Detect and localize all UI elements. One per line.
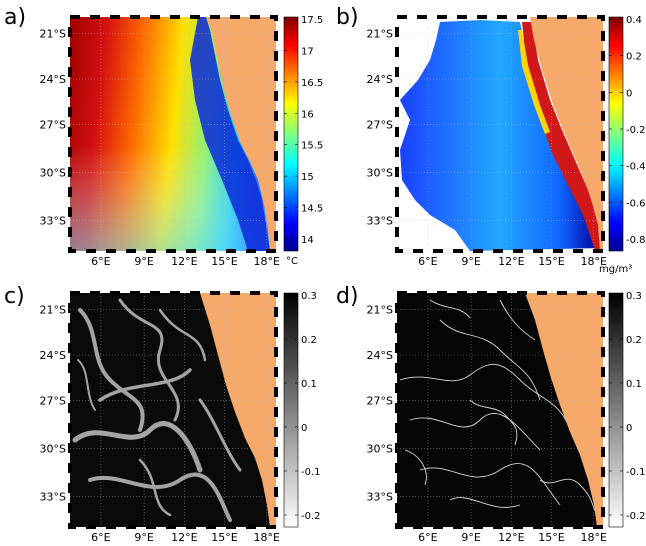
- panel-d-contours: [399, 299, 601, 521]
- panel-a-coastal-upwelling: [190, 17, 270, 251]
- panel-d-label: d): [336, 284, 359, 309]
- lon-tick-label: 12°E: [171, 255, 197, 268]
- lat-tick-label: 21°S: [40, 27, 66, 40]
- lat-tick-label: 24°S: [367, 73, 393, 86]
- colorbar-tick-label: -0.1: [626, 467, 646, 478]
- colorbar-tick-label: 0.1: [301, 379, 317, 390]
- panel-b-colorbar-unit: mg/m³: [599, 264, 632, 275]
- lon-tick-label: 9°E: [461, 255, 480, 268]
- lon-tick-label: 12°E: [498, 255, 524, 268]
- panel-c: c): [4, 284, 299, 529]
- lat-tick-label: 21°S: [40, 303, 66, 316]
- colorbar-tick-label: 17.5: [301, 15, 323, 26]
- lon-tick-label: 18°E: [254, 255, 280, 268]
- lat-tick-label: 24°S: [40, 349, 66, 362]
- colorbar-tick-label: -0.2: [301, 511, 321, 522]
- panel-d-land: [525, 293, 603, 527]
- colorbar-tick-label: 15.5: [301, 141, 323, 152]
- colorbar-tick-label: 0.2: [301, 335, 317, 346]
- panel-a-label: a): [4, 5, 26, 30]
- panel-b-chlorophyll-field: [400, 20, 600, 251]
- lon-tick-label: 9°E: [134, 255, 153, 268]
- lon-tick-label: 18°E: [581, 255, 607, 268]
- colorbar-tick-label: 0.3: [301, 291, 317, 302]
- colorbar-tick-label: 14: [301, 235, 314, 246]
- panel-d: d): [336, 284, 624, 529]
- panel-b-land: [530, 17, 603, 251]
- lon-tick-label: 12°E: [171, 531, 197, 544]
- colorbar-tick-label: 0: [626, 88, 632, 99]
- colorbar-tick-label: 16: [301, 109, 314, 120]
- panel-c-colorbar: [283, 292, 299, 528]
- lon-tick-label: 15°E: [211, 255, 237, 268]
- colorbar-tick-label: -0.2: [626, 511, 646, 522]
- lat-tick-label: 33°S: [40, 215, 66, 228]
- panel-b-label: b): [336, 5, 359, 30]
- panel-a-colorbar-unit: °C: [286, 256, 298, 267]
- generated-ticks: 21°S 24°S 27°S 30°S 33°S 6°E 9°E 12°E 15°E 18°E 17…: [40, 15, 646, 544]
- lat-tick-label: 30°S: [40, 443, 66, 456]
- colorbar-tick-label: 15: [301, 172, 314, 183]
- colorbar-tick-label: 0.1: [626, 379, 642, 390]
- lon-tick-label: 15°E: [538, 255, 564, 268]
- panel-d-colorbar: [608, 292, 624, 528]
- colorbar-tick-label: 0.2: [626, 52, 642, 63]
- colorbar-tick-label: 0: [301, 423, 307, 434]
- panel-b-coastal-band: [522, 22, 603, 250]
- colorbar-tick-label: 0.2: [626, 335, 642, 346]
- lon-tick-label: 6°E: [418, 531, 437, 544]
- lon-tick-label: 15°E: [538, 531, 564, 544]
- lon-tick-label: 9°E: [461, 531, 480, 544]
- colorbar-tick-label: -0.8: [626, 235, 646, 246]
- panel-a-land: [206, 17, 276, 251]
- colorbar-tick-label: -0.2: [626, 125, 646, 136]
- panel-c-label: c): [4, 284, 25, 309]
- colorbar-tick-label: -0.1: [301, 467, 321, 478]
- panel-a: a) °C: [4, 5, 299, 267]
- lat-tick-label: 24°S: [367, 349, 393, 362]
- colorbar-tick-label: 17: [301, 46, 314, 57]
- lat-tick-label: 33°S: [367, 215, 393, 228]
- panel-b-coastal-yellow: [518, 30, 550, 134]
- panel-d-frame: [395, 291, 605, 529]
- lon-tick-label: 6°E: [91, 255, 110, 268]
- colorbar-tick-label: -0.6: [626, 198, 646, 209]
- lat-tick-label: 30°S: [367, 443, 393, 456]
- lat-tick-label: 21°S: [367, 303, 393, 316]
- colorbar-tick-label: 16.5: [301, 78, 323, 89]
- colorbar-tick-label: -0.4: [626, 162, 646, 173]
- panel-a-colorbar: [283, 16, 299, 252]
- lat-tick-label: 24°S: [40, 73, 66, 86]
- lat-tick-label: 21°S: [367, 27, 393, 40]
- panel-b-colorbar: [608, 16, 624, 252]
- lat-tick-label: 33°S: [367, 491, 393, 504]
- colorbar-tick-label: 0.3: [626, 291, 642, 302]
- lon-tick-label: 6°E: [418, 255, 437, 268]
- lon-tick-label: 6°E: [91, 531, 110, 544]
- lon-tick-label: 15°E: [211, 531, 237, 544]
- colorbar-tick-label: 0: [626, 423, 632, 434]
- panel-c-land: [200, 293, 276, 527]
- lon-tick-label: 12°E: [498, 531, 524, 544]
- lat-tick-label: 27°S: [367, 119, 393, 132]
- lat-tick-label: 33°S: [40, 491, 66, 504]
- panel-c-filaments: [72, 298, 242, 522]
- lat-tick-label: 30°S: [367, 167, 393, 180]
- lat-tick-label: 27°S: [40, 395, 66, 408]
- lat-tick-label: 30°S: [40, 167, 66, 180]
- lon-tick-label: 18°E: [581, 531, 607, 544]
- colorbar-tick-label: 14.5: [301, 204, 323, 215]
- colorbar-tick-label: 0.4: [626, 15, 642, 26]
- panel-c-frame: [68, 291, 278, 529]
- lon-tick-label: 9°E: [134, 531, 153, 544]
- panel-b: b) mg/m³: [336, 5, 632, 275]
- panel-b-frame: [395, 15, 605, 253]
- lat-tick-label: 27°S: [40, 119, 66, 132]
- panel-a-frame: [68, 15, 278, 253]
- lat-tick-label: 27°S: [367, 395, 393, 408]
- lon-tick-label: 18°E: [254, 531, 280, 544]
